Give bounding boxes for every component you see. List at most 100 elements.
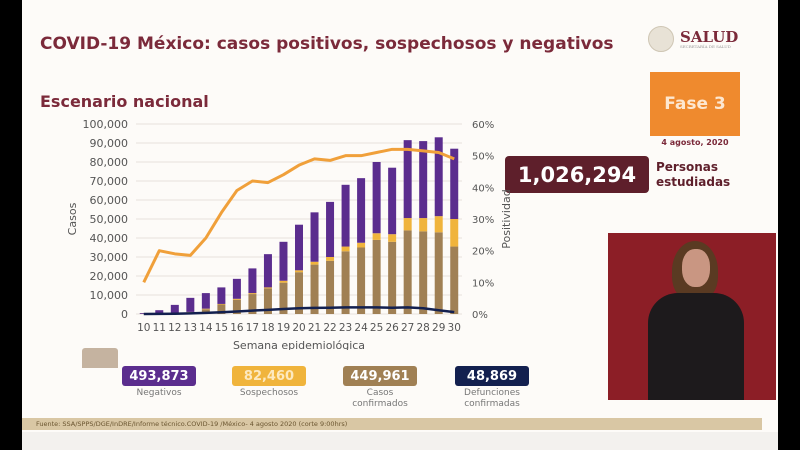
- bar-casos-confirmados: [357, 247, 366, 314]
- y-tick-label: 20,000: [90, 270, 129, 283]
- bar-casos-confirmados: [372, 239, 381, 314]
- phase-badge: Fase 3: [650, 72, 740, 136]
- source-note: Fuente: SSA/SPPS/DGE/InDRE/Informe técni…: [22, 418, 762, 430]
- x-tick-label: 30: [448, 322, 461, 334]
- total-0-label: Negativos: [136, 388, 182, 398]
- phase-date: 4 agosto, 2020: [661, 138, 729, 147]
- bar-negativos: [248, 268, 257, 294]
- interpreter-face: [682, 249, 710, 287]
- bar-sospechosos: [450, 219, 459, 247]
- y2-tick-label: 20%: [472, 247, 494, 258]
- bar-sospechosos: [403, 218, 412, 231]
- line-positividad: [142, 147, 455, 283]
- y-tick-label: 30,000: [90, 251, 129, 264]
- logo-text: SALUD: [680, 27, 739, 46]
- slide-subtitle: Escenario nacional: [40, 92, 209, 111]
- bar-sospechosos: [372, 233, 381, 240]
- interpreter-body: [648, 293, 744, 400]
- x-tick-label: 22: [323, 322, 336, 334]
- bar-negativos: [232, 278, 241, 299]
- bar-sospechosos: [357, 242, 366, 248]
- total-2-label: Casos confirmados: [352, 388, 408, 409]
- x-tick-label: 21: [308, 322, 321, 334]
- studied-count: 1,026,294: [505, 156, 649, 193]
- x-tick-label: 27: [401, 322, 414, 334]
- y-axis-label: Casos: [66, 202, 79, 235]
- bar-negativos: [450, 148, 459, 219]
- bar-sospechosos: [434, 216, 443, 233]
- bar-sospechosos: [279, 280, 288, 283]
- x-tick-label: 11: [153, 322, 166, 334]
- bar-sospechosos: [201, 308, 210, 310]
- bar-sospechosos: [419, 218, 428, 232]
- seal-icon: [648, 26, 674, 52]
- y-tick-label: 70,000: [90, 175, 129, 188]
- bar-sospechosos: [295, 270, 303, 273]
- y-tick-label: 0: [121, 308, 128, 321]
- bar-casos-confirmados: [341, 251, 350, 314]
- cases-chart: 0 10,000 20,000 30,000 40,000 50,000 60,000 70,…: [66, 118, 513, 350]
- total-3-value: 48,869: [455, 366, 529, 386]
- x-tick-label: 20: [292, 322, 305, 334]
- studied-label-1: Personas: [656, 160, 719, 174]
- bar-sospechosos: [326, 257, 335, 261]
- x-tick-label: 19: [277, 322, 290, 334]
- line-defunciones-confirmadas: [143, 306, 455, 316]
- x-tick-label: 18: [261, 322, 274, 334]
- bar-casos-confirmados: [279, 282, 288, 314]
- bar-sospechosos: [248, 293, 257, 295]
- bar-sospechosos: [310, 261, 319, 265]
- bar-negativos: [403, 140, 412, 219]
- x-tick-label: 12: [168, 322, 181, 334]
- bar-casos-confirmados: [232, 299, 241, 314]
- bar-casos-confirmados: [326, 260, 335, 314]
- y-tick-label: 60,000: [90, 194, 129, 207]
- bar-negativos: [434, 137, 443, 217]
- x-tick-label: 10: [137, 322, 150, 334]
- y2-axis-label: Positividad: [500, 189, 513, 248]
- y2-tick-label: 50%: [472, 152, 494, 163]
- total-2-value: 449,961: [343, 366, 417, 386]
- studied-label: Personas estudiadas: [656, 160, 730, 190]
- bar-negativos: [170, 304, 179, 313]
- x-tick-label: 24: [354, 322, 368, 334]
- bar-casos-confirmados: [419, 231, 428, 314]
- bar-casos-confirmados: [295, 272, 303, 314]
- bar-negativos: [155, 310, 164, 314]
- total-3-label: Defunciones confirmadas: [464, 388, 520, 409]
- bar-negativos: [326, 201, 335, 257]
- bar-negativos: [357, 178, 366, 243]
- y2-tick-label: 10%: [472, 278, 494, 289]
- y2-tick-label: 30%: [472, 215, 494, 226]
- bar-casos-confirmados: [434, 232, 443, 314]
- slide-title: COVID-19 México: casos positivos, sospec…: [40, 34, 614, 54]
- monument-decoration: [82, 348, 118, 368]
- total-1-value: 82,460: [232, 366, 306, 386]
- x-tick-label: 13: [184, 322, 197, 334]
- bar-casos-confirmados: [217, 304, 226, 314]
- bar-negativos: [372, 162, 381, 234]
- y-tick-label: 40,000: [90, 232, 129, 245]
- x-tick-label: 28: [417, 322, 430, 334]
- y2-tick-label: 40%: [472, 183, 494, 194]
- bar-casos-confirmados: [403, 230, 412, 314]
- x-tick-label: 26: [385, 322, 399, 334]
- bar-negativos: [341, 184, 350, 247]
- bar-negativos: [201, 293, 210, 309]
- bar-sospechosos: [263, 287, 272, 289]
- x-tick-label: 16: [230, 322, 244, 334]
- salud-logo: SALUD SECRETARÍA DE SALUD: [648, 26, 738, 52]
- bar-sospechosos: [341, 246, 350, 252]
- bar-negativos: [388, 167, 397, 235]
- bar-sospechosos: [232, 298, 241, 300]
- x-axis-label: Semana epidemiológica: [233, 339, 365, 350]
- bar-casos-confirmados: [310, 264, 319, 314]
- bar-negativos: [186, 297, 195, 312]
- logo-subtext: SECRETARÍA DE SALUD: [680, 43, 731, 49]
- y2-tick-label: 0%: [472, 310, 488, 321]
- bar-casos-confirmados: [450, 246, 459, 314]
- x-tick-label: 23: [339, 322, 352, 334]
- x-tick-label: 14: [199, 322, 213, 334]
- y-tick-label: 80,000: [90, 156, 129, 169]
- bar-negativos: [263, 254, 272, 288]
